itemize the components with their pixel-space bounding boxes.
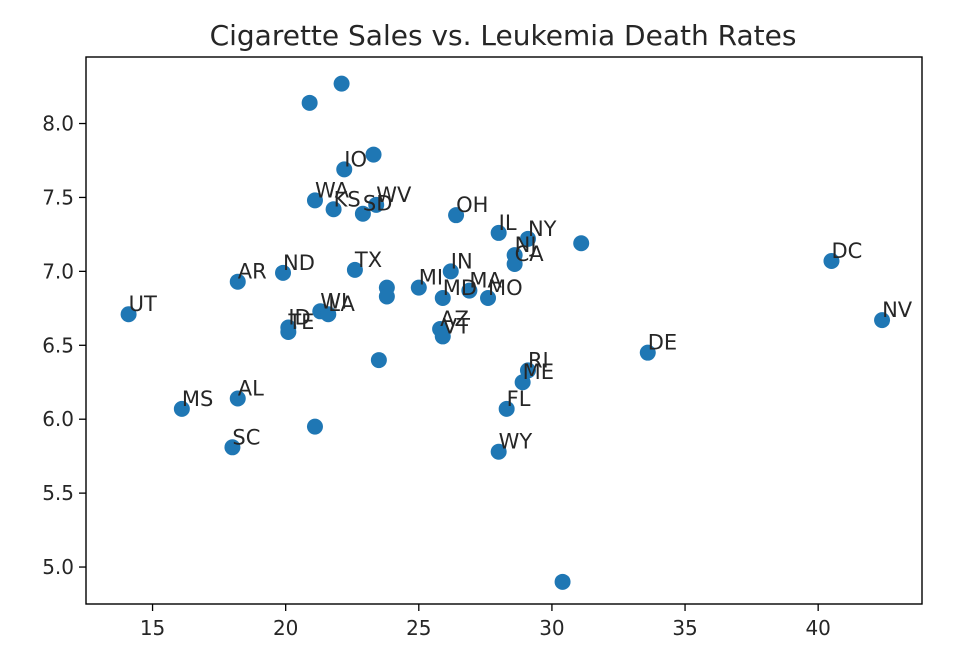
point-label: MA <box>469 269 502 293</box>
chart-title: Cigarette Sales vs. Leukemia Death Rates <box>210 19 797 52</box>
point-label: CA <box>515 242 545 266</box>
scatter-point <box>823 253 840 270</box>
plot-frame <box>85 56 923 605</box>
point-label: ID <box>288 306 310 330</box>
point-label: OH <box>456 193 488 217</box>
point-label: ND <box>283 251 315 275</box>
point-label: TX <box>354 248 382 272</box>
scatter-point <box>498 400 515 417</box>
scatter-point <box>229 390 246 407</box>
point-label: MD <box>443 276 477 300</box>
scatter-point <box>320 306 337 323</box>
point-label: KS <box>334 187 361 211</box>
point-label: SD <box>363 192 393 216</box>
point-label: ME <box>523 360 554 384</box>
scatter-point <box>573 235 590 252</box>
y-tick-label: 7.0 <box>42 259 74 283</box>
scatter-point <box>434 328 451 345</box>
point-label: MO <box>488 276 523 300</box>
x-tick-label: 35 <box>672 616 697 640</box>
point-label: FL <box>507 387 531 411</box>
y-tick-label: 6.0 <box>42 407 74 431</box>
y-tick-label: 5.0 <box>42 555 74 579</box>
scatter-point <box>378 288 395 305</box>
scatter-point <box>333 75 350 92</box>
scatter-point <box>229 273 246 290</box>
point-label: VT <box>443 314 470 338</box>
scatter-point <box>224 439 241 456</box>
scatter-point <box>306 192 323 209</box>
scatter-points <box>120 75 891 590</box>
scatter-point <box>275 264 292 281</box>
point-label: AZ <box>440 307 469 331</box>
x-tick-label: 25 <box>406 616 431 640</box>
scatter-point <box>280 323 297 340</box>
point-label: WY <box>499 430 533 454</box>
point-label: MS <box>182 387 213 411</box>
scatter-point <box>120 306 137 323</box>
scatter-point <box>490 443 507 460</box>
scatter-point <box>346 261 363 278</box>
point-label: RI <box>528 348 549 372</box>
point-label: UT <box>129 292 157 316</box>
y-tick-label: 8.0 <box>42 112 74 136</box>
point-label: WV <box>376 183 412 207</box>
scatter-point <box>325 201 342 218</box>
x-tick-label: 15 <box>140 616 165 640</box>
point-label: AR <box>238 260 267 284</box>
scatter-point <box>461 282 478 299</box>
scatter-point <box>301 94 318 111</box>
scatter-point <box>368 196 385 213</box>
point-label: WA <box>315 178 350 202</box>
scatter-point <box>434 289 451 306</box>
scatter-point <box>490 224 507 241</box>
y-axis: 5.0 5.5 6.0 6.5 7.0 7.5 8.0 <box>42 112 86 579</box>
scatter-point <box>410 279 427 296</box>
y-tick-label: 7.5 <box>42 185 74 209</box>
y-tick-label: 6.5 <box>42 333 74 357</box>
point-label: TE <box>287 310 314 334</box>
y-tick-label: 5.5 <box>42 481 74 505</box>
scatter-point <box>306 418 323 435</box>
point-label: NY <box>528 217 557 241</box>
point-label: AL <box>238 377 264 401</box>
point-label: LA <box>328 292 355 316</box>
point-label: IO <box>344 147 367 171</box>
scatter-point <box>354 205 371 222</box>
point-label: WI <box>320 289 347 313</box>
point-label: IL <box>499 211 517 235</box>
scatter-point <box>519 230 536 247</box>
scatter-point <box>519 362 536 379</box>
point-label: NJ <box>515 233 537 257</box>
point-label: DE <box>648 331 677 355</box>
scatter-point <box>506 255 523 272</box>
point-label: SC <box>232 425 260 449</box>
scatter-point <box>874 312 891 329</box>
point-label: DC <box>831 239 862 263</box>
point-label: IN <box>451 249 473 273</box>
x-tick-label: 20 <box>273 616 298 640</box>
x-tick-label: 30 <box>539 616 564 640</box>
scatter-point <box>480 289 497 306</box>
scatter-point <box>639 344 656 361</box>
x-tick-label: 40 <box>805 616 830 640</box>
scatter-point <box>448 207 465 224</box>
point-label: MI <box>419 266 443 290</box>
scatter-point <box>370 352 387 369</box>
point-label: NV <box>882 298 913 322</box>
scatter-point <box>365 146 382 163</box>
scatter-point <box>554 573 571 590</box>
scatter-point <box>442 263 459 280</box>
scatter-point <box>336 161 353 178</box>
x-axis: 15 20 25 30 35 40 <box>140 604 831 640</box>
scatter-point <box>173 400 190 417</box>
